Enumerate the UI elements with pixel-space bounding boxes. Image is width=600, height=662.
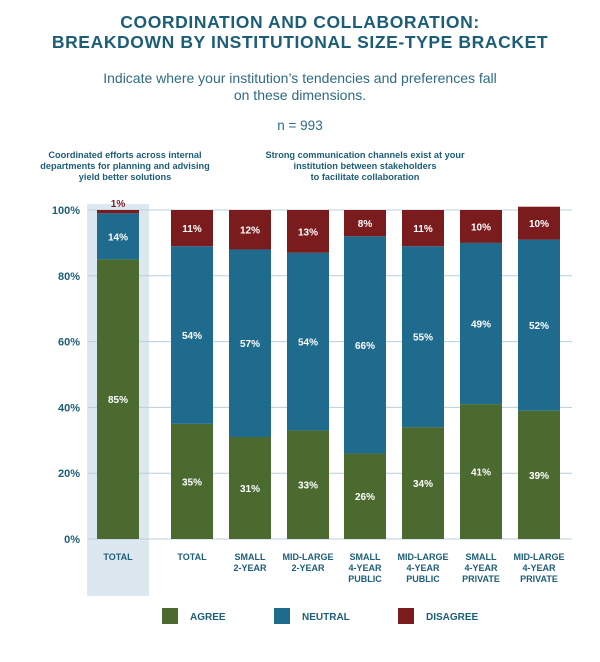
data-label-neutral: 54% (182, 331, 202, 342)
x-tick-label: PRIVATE (462, 574, 500, 584)
legend-swatch-disagree (398, 608, 414, 624)
x-tick-label: SMALL (466, 552, 497, 562)
x-tick-label: PUBLIC (406, 574, 440, 584)
legend-label-neutral: NEUTRAL (302, 612, 350, 623)
y-tick-label: 100% (52, 205, 80, 217)
chart-title-line-2: BREAKDOWN BY INSTITUTIONAL SIZE-TYPE BRA… (51, 32, 549, 52)
data-label-neutral: 14% (108, 232, 128, 243)
bar-segment-neutral (402, 246, 444, 428)
chart-title-line-1: COORDINATION AND COLLABORATION: (120, 12, 480, 32)
x-tick-label: MID-LARGE (283, 552, 334, 562)
data-label-neutral: 54% (298, 338, 318, 349)
x-tick-label: PUBLIC (348, 574, 382, 584)
bar-segment-agree (97, 259, 139, 539)
question-left: Coordinated efforts across internal depa… (30, 150, 220, 183)
y-tick-label: 40% (58, 402, 80, 414)
bar-segment-disagree (344, 210, 386, 237)
y-tick-label: 60% (58, 337, 80, 349)
x-tick-label: 4-YEAR (406, 563, 440, 573)
bar-segment-neutral (518, 239, 560, 411)
data-label-neutral: 55% (413, 333, 433, 344)
y-tick-label: 0% (64, 534, 80, 546)
data-label-disagree: 11% (182, 224, 202, 235)
legend-swatch-neutral (274, 608, 290, 624)
data-label-disagree: 10% (529, 219, 549, 230)
data-label-agree: 31% (240, 484, 260, 495)
bar-segment-neutral (344, 236, 386, 454)
bar-segment-disagree (402, 210, 444, 247)
sample-size: n = 993 (277, 118, 323, 133)
bar-segment-agree (229, 437, 271, 539)
data-label-agree: 33% (298, 481, 318, 492)
data-label-agree: 26% (355, 492, 375, 503)
data-label-disagree: 10% (471, 222, 491, 233)
question-right-line-1: Strong communication channels exist at y… (265, 150, 465, 160)
x-tick-label: 4-YEAR (522, 563, 556, 573)
legend-swatch-agree (162, 608, 178, 624)
question-left-line-1: Coordinated efforts across internal (48, 150, 202, 160)
bar-segment-neutral (97, 213, 139, 260)
bar-segment-disagree (460, 210, 502, 243)
chart-title: COORDINATION AND COLLABORATION: BREAKDOW… (0, 12, 600, 52)
bar-segment-agree (402, 427, 444, 539)
bar-segment-disagree (97, 210, 139, 214)
data-label-agree: 34% (413, 479, 433, 490)
bar-segment-agree (460, 404, 502, 539)
x-tick-label: PRIVATE (520, 574, 558, 584)
data-label-agree: 39% (529, 471, 549, 482)
x-tick-label: 2-YEAR (291, 563, 325, 573)
x-tick-label: SMALL (235, 552, 266, 562)
bar-segment-agree (344, 453, 386, 539)
bar-segment-agree (518, 410, 560, 539)
y-tick-label: 20% (58, 468, 80, 480)
bar-segment-neutral (171, 246, 213, 424)
data-label-agree: 85% (108, 395, 128, 406)
question-left-line-3: yield better solutions (78, 172, 172, 182)
bar-segment-disagree (171, 210, 213, 247)
bar-segment-disagree (287, 210, 329, 253)
x-tick-label: MID-LARGE (514, 552, 565, 562)
legend-label-agree: AGREE (190, 612, 226, 623)
x-tick-label: TOTAL (177, 552, 207, 562)
x-tick-label: 4-YEAR (464, 563, 498, 573)
data-label-disagree: 11% (413, 224, 433, 235)
data-label-disagree: 13% (298, 227, 318, 238)
x-tick-label: SMALL (350, 552, 381, 562)
data-label-agree: 35% (182, 477, 202, 488)
bar-segment-agree (287, 430, 329, 539)
question-right-line-2: institution between stakeholders (293, 161, 437, 171)
bar-segment-neutral (229, 249, 271, 438)
data-label-neutral: 52% (529, 321, 549, 332)
data-label-disagree: 12% (240, 226, 260, 237)
bar-segment-agree (171, 423, 213, 539)
question-left-line-2: departments for planning and advising (40, 161, 210, 171)
x-tick-label: MID-LARGE (398, 552, 449, 562)
question-right: Strong communication channels exist at y… (250, 150, 480, 183)
data-label-disagree: 8% (358, 219, 373, 230)
data-label-disagree: 1% (111, 199, 126, 210)
bar-segment-disagree (229, 210, 271, 250)
x-tick-label: 4-YEAR (348, 563, 382, 573)
data-label-neutral: 49% (471, 320, 491, 331)
data-label-agree: 41% (471, 468, 491, 479)
bar-segment-disagree (518, 206, 560, 240)
data-label-neutral: 66% (355, 341, 375, 352)
legend-label-disagree: DISAGREE (426, 612, 479, 623)
question-right-line-3: to facilitate collaboration (310, 172, 420, 182)
bar-segment-neutral (287, 252, 329, 431)
x-tick-label: TOTAL (103, 552, 133, 562)
bar-segment-neutral (460, 242, 502, 405)
y-tick-label: 80% (58, 271, 80, 283)
x-tick-label: 2-YEAR (233, 563, 267, 573)
data-label-neutral: 57% (240, 339, 260, 350)
chart-subtitle: Indicate where your institution’s tenden… (103, 70, 497, 103)
